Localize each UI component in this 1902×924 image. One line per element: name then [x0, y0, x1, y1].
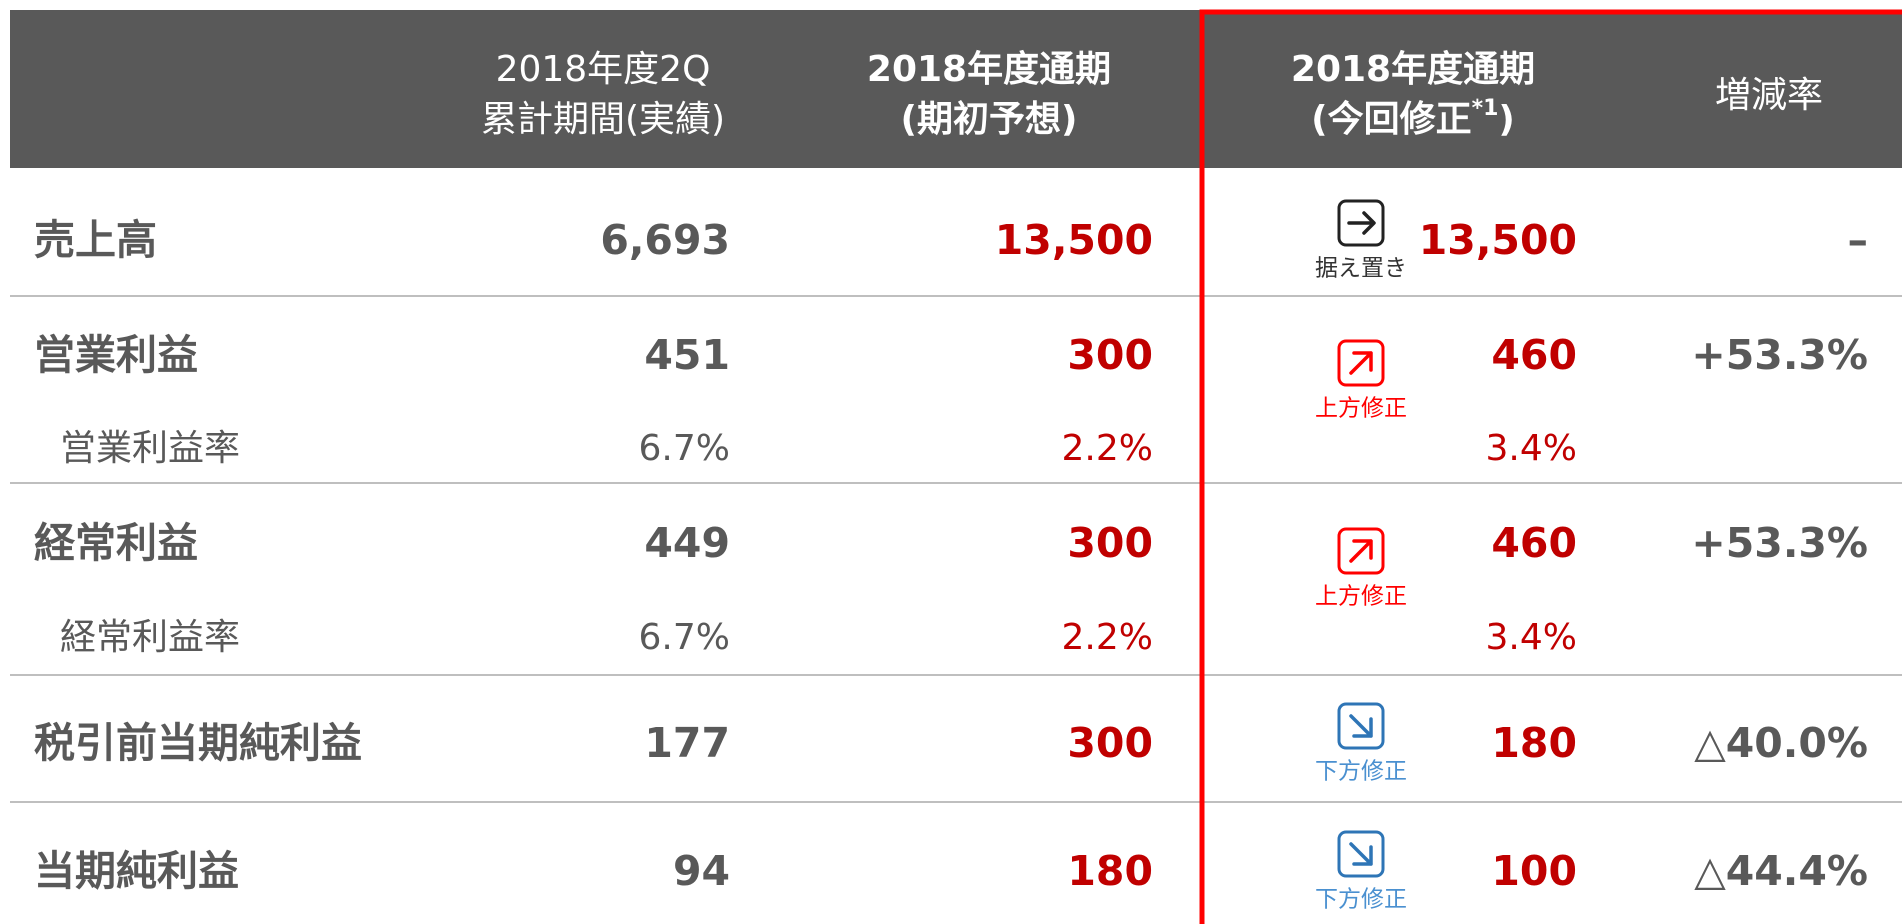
badge-icon	[1337, 199, 1385, 247]
header-text-part: )	[1498, 99, 1514, 140]
revision-badge: 下方修正	[1315, 702, 1407, 785]
change-rate: △44.4%	[1694, 847, 1868, 895]
badge-label: 下方修正	[1315, 759, 1407, 785]
initial-value: 300	[1067, 719, 1153, 767]
row-label: 売上高	[34, 216, 157, 264]
row-label: 税引前当期純利益	[34, 719, 362, 767]
initial-value: 300	[1067, 519, 1153, 567]
header-band	[10, 10, 1902, 168]
header-text-part: (今回修正	[1311, 99, 1471, 140]
badge-label: 上方修正	[1315, 396, 1407, 422]
change-rate: –	[1848, 216, 1869, 264]
sub-actual: 6.7%	[639, 428, 730, 469]
header-text-part: 2018年度2Q	[496, 49, 711, 90]
sub-revised: 3.4%	[1486, 428, 1577, 469]
header-text: 増減率	[1715, 75, 1823, 116]
revision-badge: 上方修正	[1315, 339, 1407, 422]
change-rate: +53.3%	[1691, 519, 1868, 567]
header-text: 2018年度2Q	[496, 49, 711, 90]
actual-value: 449	[644, 519, 730, 567]
badge-icon	[1337, 830, 1385, 878]
badge-icon	[1337, 527, 1385, 575]
sub-label: 営業利益率	[60, 428, 240, 469]
row-label: 経常利益	[34, 519, 198, 567]
badge-label: 上方修正	[1315, 584, 1407, 610]
header-text: (今回修正*1)	[1311, 96, 1515, 140]
badge-icon	[1337, 339, 1385, 387]
revised-value: 460	[1491, 331, 1577, 379]
header-sup: *1	[1472, 96, 1499, 121]
badge-arrow	[1349, 351, 1373, 375]
actual-value: 6,693	[600, 216, 730, 264]
header-text-part: 2018年度通期	[1291, 49, 1535, 90]
sub-initial: 2.2%	[1062, 617, 1153, 658]
revised-value: 100	[1491, 847, 1577, 895]
revised-value: 460	[1491, 519, 1577, 567]
header-text-part: 増減率	[1715, 75, 1823, 116]
actual-value: 451	[644, 331, 730, 379]
header-text: 累計期間(実績)	[481, 99, 725, 140]
badge-arrow	[1349, 714, 1373, 738]
highlight-box	[1199, 9, 1902, 924]
revision-badge: 据え置き	[1315, 199, 1407, 282]
sub-actual: 6.7%	[639, 617, 730, 658]
badge-label: 下方修正	[1315, 887, 1407, 913]
badge-arrow	[1349, 842, 1373, 866]
header-text-part: 累計期間(実績)	[481, 99, 725, 140]
header-text: 2018年度通期	[867, 49, 1111, 90]
revised-value: 180	[1491, 719, 1577, 767]
revised-value: 13,500	[1419, 216, 1577, 264]
revision-badge: 下方修正	[1315, 830, 1407, 913]
row-label: 営業利益	[34, 331, 198, 379]
badge-arrow	[1349, 539, 1373, 563]
header-text: (期初予想)	[901, 99, 1078, 140]
badge-arrow	[1347, 211, 1376, 235]
sub-revised: 3.4%	[1486, 617, 1577, 658]
revision-badge: 上方修正	[1315, 527, 1407, 610]
sub-label: 経常利益率	[60, 617, 240, 658]
row-label: 当期純利益	[34, 847, 239, 895]
sub-initial: 2.2%	[1062, 428, 1153, 469]
initial-value: 300	[1067, 331, 1153, 379]
change-rate: +53.3%	[1691, 331, 1868, 379]
change-rate: △40.0%	[1694, 719, 1868, 767]
initial-value: 13,500	[995, 216, 1153, 264]
header-text-part: (期初予想)	[901, 99, 1078, 140]
header-text: 2018年度通期	[1291, 49, 1535, 90]
badge-label: 据え置き	[1315, 256, 1407, 282]
actual-value: 177	[644, 719, 730, 767]
actual-value: 94	[673, 847, 730, 895]
header-text-part: 2018年度通期	[867, 49, 1111, 90]
badge-icon	[1337, 702, 1385, 750]
initial-value: 180	[1067, 847, 1153, 895]
